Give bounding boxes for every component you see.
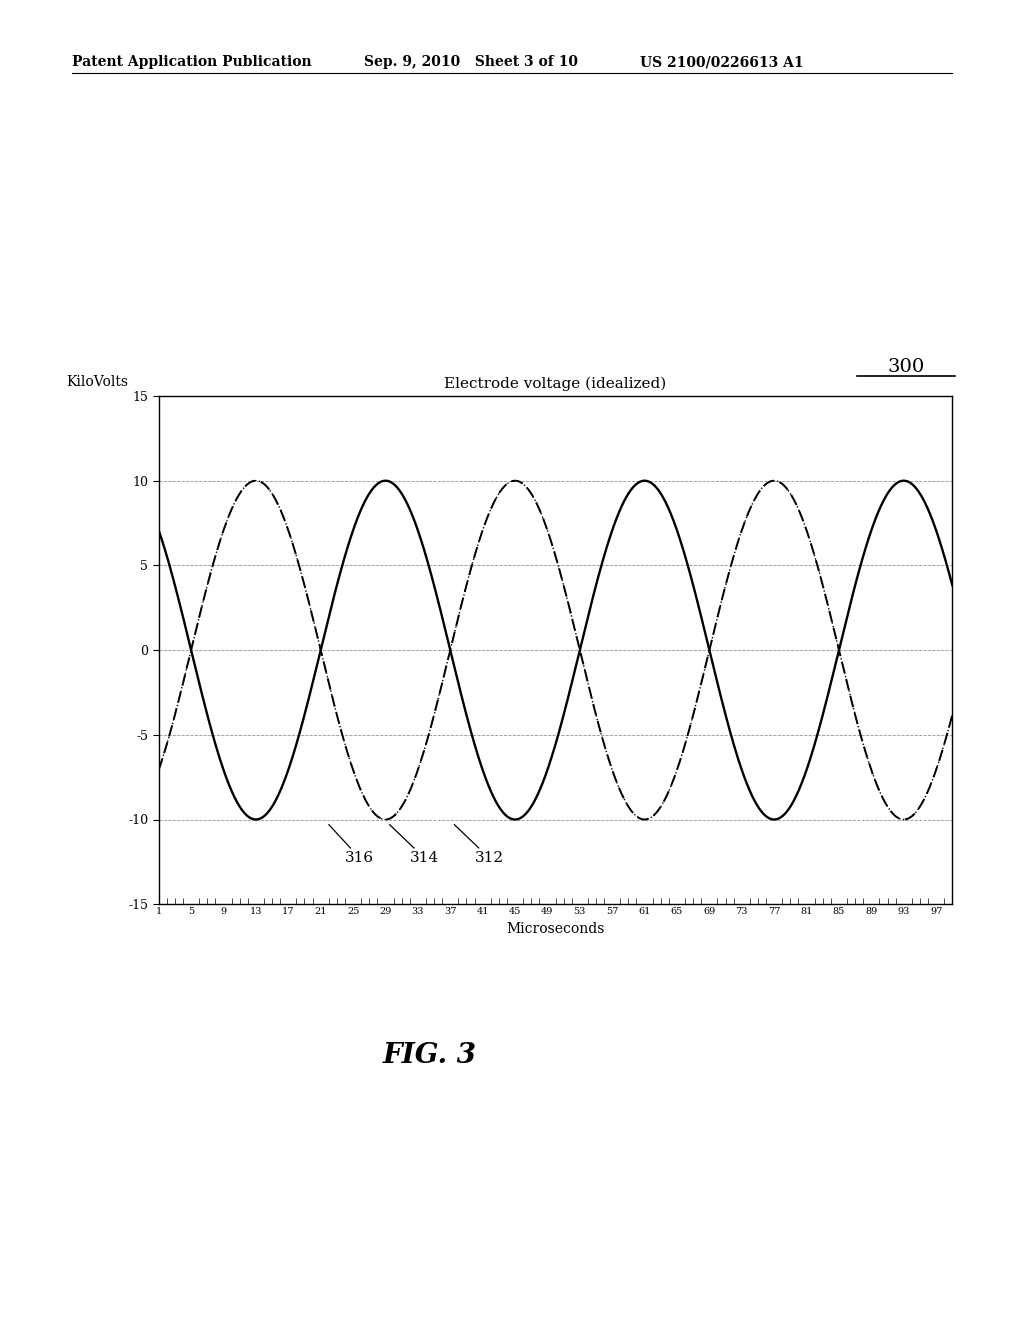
Text: US 2100/0226613 A1: US 2100/0226613 A1 xyxy=(640,55,804,70)
Text: 300: 300 xyxy=(888,358,925,376)
Text: KiloVolts: KiloVolts xyxy=(67,375,129,389)
Text: Sep. 9, 2010   Sheet 3 of 10: Sep. 9, 2010 Sheet 3 of 10 xyxy=(364,55,578,70)
Text: 314: 314 xyxy=(389,825,439,865)
Text: FIG. 3: FIG. 3 xyxy=(383,1041,477,1069)
Text: 316: 316 xyxy=(329,825,374,865)
X-axis label: Microseconds: Microseconds xyxy=(506,921,605,936)
Text: Patent Application Publication: Patent Application Publication xyxy=(72,55,311,70)
Title: Electrode voltage (idealized): Electrode voltage (idealized) xyxy=(444,376,667,391)
Text: 312: 312 xyxy=(455,825,504,865)
